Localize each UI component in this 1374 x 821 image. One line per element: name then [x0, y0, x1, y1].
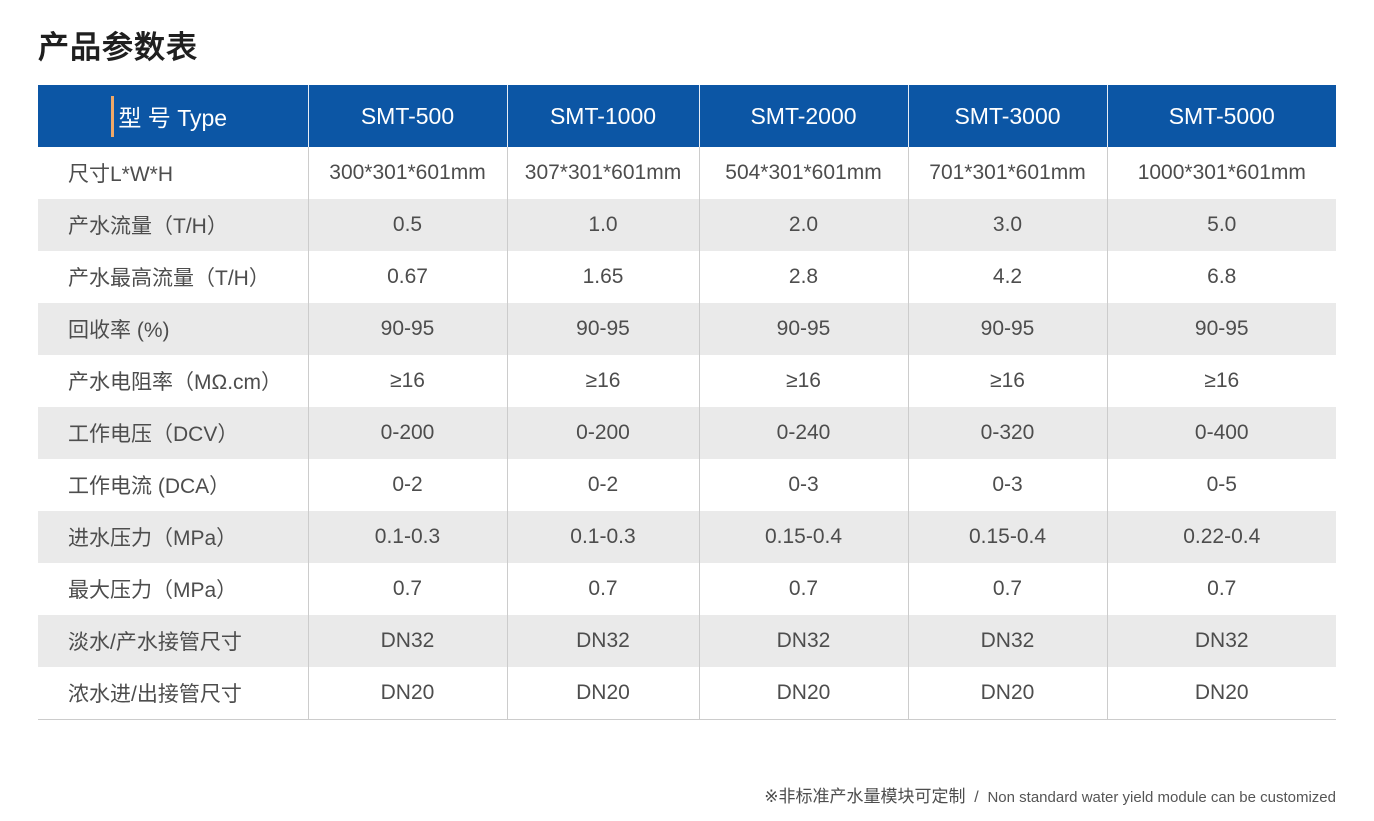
cell-value: 90-95: [908, 303, 1108, 355]
table-row: 回收率 (%) 90-95 90-95 90-95 90-95 90-95: [38, 303, 1336, 355]
cell-value: 0-240: [699, 407, 909, 459]
cell-value: DN20: [1107, 667, 1336, 720]
row-label: 回收率 (%): [38, 303, 309, 355]
row-label: 最大压力（MPa）: [38, 563, 309, 615]
row-label: 工作电流 (DCA）: [38, 459, 309, 511]
cell-value: 0.5: [308, 199, 508, 251]
cell-value: 90-95: [507, 303, 700, 355]
column-header-smt-2000: SMT-2000: [699, 85, 909, 147]
table-row: 进水压力（MPa） 0.1-0.3 0.1-0.3 0.15-0.4 0.15-…: [38, 511, 1336, 563]
cell-value: 6.8: [1107, 251, 1336, 303]
cell-value: 307*301*601mm: [507, 147, 700, 199]
cell-value: 2.0: [699, 199, 909, 251]
cell-value: 1.65: [507, 251, 700, 303]
cell-value: 3.0: [908, 199, 1108, 251]
text-cursor: [111, 96, 114, 137]
cell-value: 0-5: [1107, 459, 1336, 511]
cell-value: 0-3: [699, 459, 909, 511]
cell-value: ≥16: [507, 355, 700, 407]
cell-value: DN32: [1107, 615, 1336, 667]
table-row: 工作电流 (DCA） 0-2 0-2 0-3 0-3 0-5: [38, 459, 1336, 511]
cell-value: ≥16: [908, 355, 1108, 407]
header-row: 型 号 Type SMT-500 SMT-1000 SMT-2000 SMT-3…: [38, 85, 1336, 147]
row-label: 产水最高流量（T/H）: [38, 251, 309, 303]
row-label: 工作电压（DCV）: [38, 407, 309, 459]
cell-value: 5.0: [1107, 199, 1336, 251]
table-row: 尺寸L*W*H 300*301*601mm 307*301*601mm 504*…: [38, 147, 1336, 199]
cell-value: 0.67: [308, 251, 508, 303]
row-label: 浓水进/出接管尺寸: [38, 667, 309, 720]
table-row: 浓水进/出接管尺寸 DN20 DN20 DN20 DN20 DN20: [38, 667, 1336, 720]
cell-value: 90-95: [699, 303, 909, 355]
cell-value: DN32: [699, 615, 909, 667]
footer-note: ※非标准产水量模块可定制 / Non standard water yield …: [764, 782, 1336, 807]
footer-note-separator: /: [974, 789, 979, 806]
cell-value: 0.7: [507, 563, 700, 615]
column-header-smt-1000: SMT-1000: [507, 85, 700, 147]
column-header-smt-5000: SMT-5000: [1107, 85, 1336, 147]
cell-value: 0-3: [908, 459, 1108, 511]
cell-value: 2.8: [699, 251, 909, 303]
cell-value: 1.0: [507, 199, 700, 251]
cell-value: 504*301*601mm: [699, 147, 909, 199]
cell-value: ≥16: [1107, 355, 1336, 407]
cell-value: 90-95: [1107, 303, 1336, 355]
table-row: 产水电阻率（MΩ.cm） ≥16 ≥16 ≥16 ≥16 ≥16: [38, 355, 1336, 407]
cell-value: DN32: [908, 615, 1108, 667]
column-header-smt-500: SMT-500: [308, 85, 508, 147]
cell-value: 0.7: [1107, 563, 1336, 615]
table-row: 产水最高流量（T/H） 0.67 1.65 2.8 4.2 6.8: [38, 251, 1336, 303]
cell-value: 0-320: [908, 407, 1108, 459]
cell-value: 0.7: [908, 563, 1108, 615]
cell-value: 1000*301*601mm: [1107, 147, 1336, 199]
cell-value: 0.1-0.3: [507, 511, 700, 563]
cell-value: DN20: [908, 667, 1108, 720]
cell-value: 0-2: [507, 459, 700, 511]
cell-value: 300*301*601mm: [308, 147, 508, 199]
cell-value: DN32: [308, 615, 508, 667]
column-header-smt-3000: SMT-3000: [908, 85, 1108, 147]
cell-value: DN20: [308, 667, 508, 720]
cell-value: 0-2: [308, 459, 508, 511]
cell-value: 4.2: [908, 251, 1108, 303]
row-label: 淡水/产水接管尺寸: [38, 615, 309, 667]
cell-value: 0.22-0.4: [1107, 511, 1336, 563]
row-label: 进水压力（MPa）: [38, 511, 309, 563]
footer-note-en: Non standard water yield module can be c…: [987, 789, 1336, 806]
cell-value: ≥16: [699, 355, 909, 407]
cell-value: 0.1-0.3: [308, 511, 508, 563]
cell-value: 701*301*601mm: [908, 147, 1108, 199]
cell-value: DN20: [699, 667, 909, 720]
cell-value: 0-200: [308, 407, 508, 459]
cell-value: ≥16: [308, 355, 508, 407]
cell-value: DN20: [507, 667, 700, 720]
cell-value: 0-200: [507, 407, 700, 459]
table-row: 产水流量（T/H） 0.5 1.0 2.0 3.0 5.0: [38, 199, 1336, 251]
row-label: 产水流量（T/H）: [38, 199, 309, 251]
page-title: 产品参数表: [38, 30, 198, 65]
row-label: 尺寸L*W*H: [38, 147, 309, 199]
table-row: 最大压力（MPa） 0.7 0.7 0.7 0.7 0.7: [38, 563, 1336, 615]
table-row: 工作电压（DCV） 0-200 0-200 0-240 0-320 0-400: [38, 407, 1336, 459]
cell-value: DN32: [507, 615, 700, 667]
header-cell-type[interactable]: 型 号 Type: [38, 85, 309, 147]
cell-value: 0.7: [699, 563, 909, 615]
row-label: 产水电阻率（MΩ.cm）: [38, 355, 309, 407]
table-row: 淡水/产水接管尺寸 DN32 DN32 DN32 DN32 DN32: [38, 615, 1336, 667]
cell-value: 90-95: [308, 303, 508, 355]
product-spec-table: 型 号 Type SMT-500 SMT-1000 SMT-2000 SMT-3…: [38, 85, 1336, 720]
cell-value: 0.15-0.4: [699, 511, 909, 563]
cell-value: 0.7: [308, 563, 508, 615]
footer-note-cn: ※非标准产水量模块可定制: [764, 787, 966, 806]
cell-value: 0-400: [1107, 407, 1336, 459]
type-label: 型 号 Type: [118, 105, 228, 131]
cell-value: 0.15-0.4: [908, 511, 1108, 563]
